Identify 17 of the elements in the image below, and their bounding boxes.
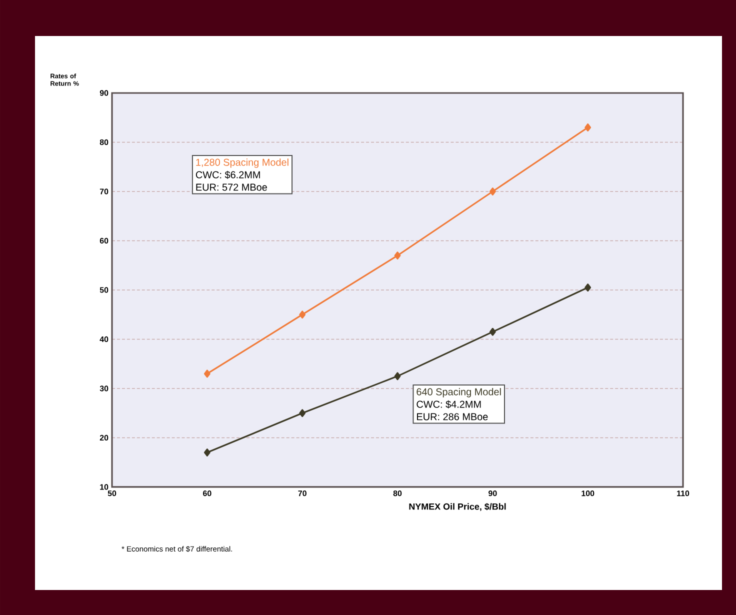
annotation: EUR: 572 MBoe xyxy=(196,184,267,191)
annotation: CWC: $4.2MM xyxy=(416,400,481,408)
point xyxy=(489,328,496,336)
point xyxy=(584,123,592,132)
point xyxy=(394,252,401,260)
point xyxy=(584,284,592,292)
text: 1,280 Spacing Model xyxy=(196,158,288,168)
annotation: EUR: 286 MBoe xyxy=(417,413,488,420)
series-label: 640 Spacing Model xyxy=(416,388,501,398)
point xyxy=(299,310,306,319)
annotation: CWC: $6.2MM xyxy=(196,170,260,179)
x-axis-title: NYMEX Oil Price, $/Bbl xyxy=(409,502,506,512)
point xyxy=(204,448,210,456)
point xyxy=(394,372,401,380)
point xyxy=(489,188,496,196)
point xyxy=(204,370,210,378)
point xyxy=(299,409,306,418)
